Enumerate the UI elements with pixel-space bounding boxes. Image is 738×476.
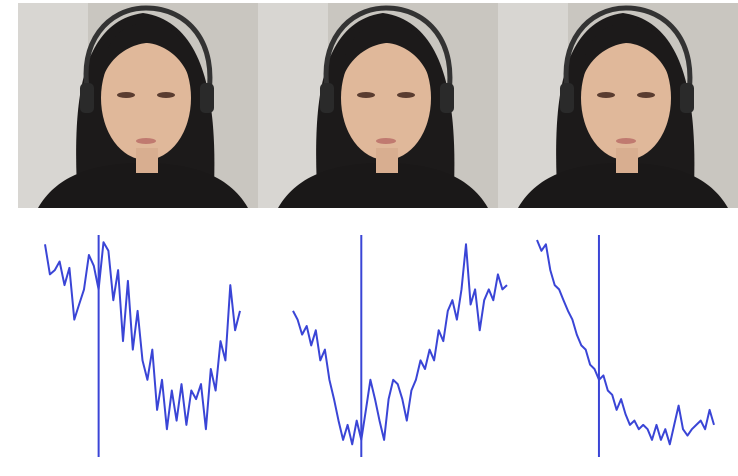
- photo-2: [258, 3, 498, 208]
- signal-line: [292, 243, 508, 446]
- photo-1: [18, 3, 258, 208]
- photo-3: [498, 3, 738, 208]
- signal-line: [44, 241, 241, 431]
- signal-line: [536, 239, 715, 446]
